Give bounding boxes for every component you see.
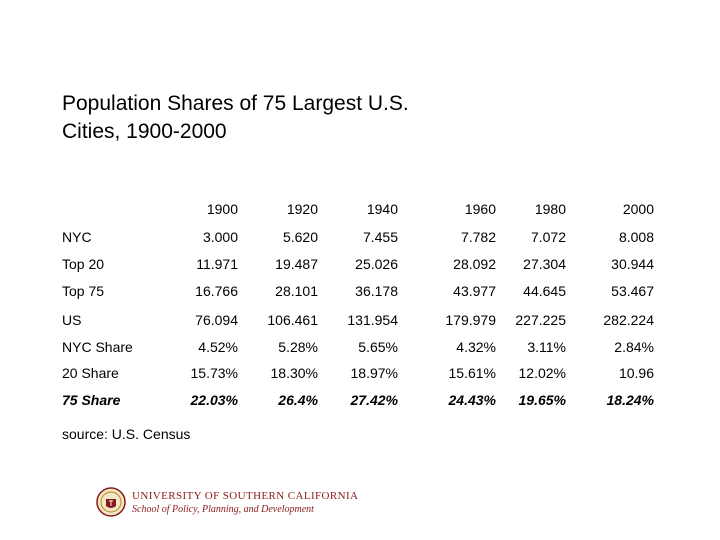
table-cell: 282.224 bbox=[603, 312, 654, 328]
logo-school-name: School of Policy, Planning, and Developm… bbox=[132, 504, 314, 515]
table-cell: 7.455 bbox=[362, 229, 398, 245]
table-cell: 19.65% bbox=[518, 392, 566, 408]
column-header: 1920 bbox=[286, 201, 318, 217]
table-cell: 8.008 bbox=[618, 229, 654, 245]
table-cell: 28.101 bbox=[275, 283, 318, 299]
table-cell: 25.026 bbox=[355, 256, 398, 272]
row-label: 75 Share bbox=[62, 392, 121, 408]
row-label: Top 75 bbox=[62, 283, 105, 299]
table-cell: 15.61% bbox=[448, 365, 496, 381]
table-cell: 26.4% bbox=[278, 392, 318, 408]
table-cell: 7.782 bbox=[460, 229, 496, 245]
table-cell: 5.620 bbox=[282, 229, 318, 245]
table-cell: 30.944 bbox=[611, 256, 654, 272]
table-cell: 19.487 bbox=[275, 256, 318, 272]
table-cell: 15.73% bbox=[190, 365, 238, 381]
table-cell: 24.43% bbox=[448, 392, 496, 408]
table-cell: 43.977 bbox=[453, 283, 496, 299]
logo-university-name: UNIVERSITY OF SOUTHERN CALIFORNIA bbox=[132, 490, 359, 502]
table-cell: 4.32% bbox=[456, 339, 496, 355]
row-label: NYC bbox=[62, 229, 92, 245]
table-cell: 7.072 bbox=[530, 229, 566, 245]
table-cell: 53.467 bbox=[611, 283, 654, 299]
source-note: source: U.S. Census bbox=[62, 426, 191, 442]
table-cell: 3.000 bbox=[202, 229, 238, 245]
table-cell: 5.28% bbox=[278, 339, 318, 355]
table-cell: 22.03% bbox=[190, 392, 238, 408]
table-cell: 3.11% bbox=[527, 339, 566, 355]
row-label: Top 20 bbox=[62, 256, 105, 272]
slide-title: Population Shares of 75 Largest U.S. Cit… bbox=[62, 90, 582, 146]
table-cell: 12.02% bbox=[518, 365, 566, 381]
title-line-2: Cities, 1900-2000 bbox=[62, 120, 227, 143]
row-label: 20 Share bbox=[62, 365, 119, 381]
table-cell: 36.178 bbox=[355, 283, 398, 299]
table-cell: 5.65% bbox=[358, 339, 398, 355]
column-header: 2000 bbox=[622, 201, 654, 217]
table-cell: 106.461 bbox=[267, 312, 318, 328]
population-table: 1900 1920 1940 1960 1980 2000 NYC 3.000 5.620 7.4… bbox=[62, 201, 654, 408]
table-cell: 11.971 bbox=[196, 256, 238, 272]
university-seal-icon bbox=[96, 487, 126, 517]
table-cell: 2.84% bbox=[614, 339, 654, 355]
table-cell: 44.645 bbox=[523, 283, 566, 299]
table-cell: 18.24% bbox=[606, 392, 654, 408]
table-cell: 27.42% bbox=[350, 392, 398, 408]
row-label: NYC Share bbox=[62, 339, 133, 355]
table-cell: 179.979 bbox=[445, 312, 496, 328]
university-logo: UNIVERSITY OF SOUTHERN CALIFORNIA School… bbox=[96, 485, 358, 525]
table-cell: 227.225 bbox=[515, 312, 566, 328]
table-cell: 28.092 bbox=[453, 256, 496, 272]
column-header: 1940 bbox=[366, 201, 398, 217]
table-cell: 10.96 bbox=[618, 365, 654, 381]
table-cell: 4.52% bbox=[198, 339, 238, 355]
table-cell: 18.30% bbox=[270, 365, 318, 381]
row-label: US bbox=[62, 312, 82, 328]
table-cell: 27.304 bbox=[523, 256, 566, 272]
table-cell: 16.766 bbox=[195, 283, 238, 299]
table-cell: 76.094 bbox=[195, 312, 238, 328]
table-cell: 18.97% bbox=[350, 365, 398, 381]
column-header: 1900 bbox=[206, 201, 238, 217]
column-header: 1960 bbox=[464, 201, 496, 217]
title-line-1: Population Shares of 75 Largest U.S. bbox=[62, 92, 409, 115]
table-cell: 131.954 bbox=[347, 312, 398, 328]
column-header: 1980 bbox=[534, 201, 566, 217]
